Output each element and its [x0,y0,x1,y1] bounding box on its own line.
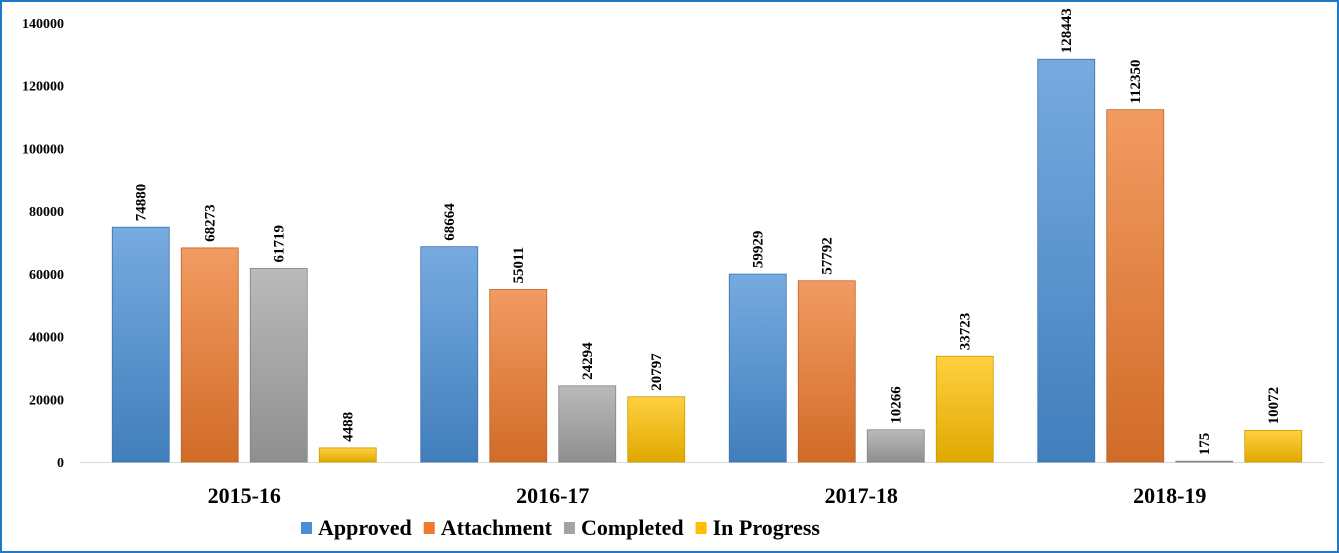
y-tick-label-0: 0 [57,456,64,471]
data-label-completed-2016-17: 24294 [580,342,596,380]
bar-in-progress-2017-18 [935,355,994,463]
y-tick-label-100000: 100000 [22,142,64,157]
bar-approved-2018-19 [1037,58,1096,463]
bar-in-progress-2016-17 [627,396,686,463]
y-tick-label-60000: 60000 [29,268,64,283]
data-label-approved-2017-18: 59929 [751,231,767,269]
bar-attachment-2015-16 [180,247,239,463]
bars [111,58,1303,463]
bar-completed-2017-18 [866,429,925,463]
data-label-in-progress-2017-18: 33723 [958,313,974,351]
data-label-in-progress-2018-19: 10072 [1266,387,1282,425]
legend-swatch-in-progress [695,522,707,534]
y-tick-label-20000: 20000 [29,393,64,408]
bar-attachment-2017-18 [797,280,856,463]
bar-completed-2015-16 [249,268,308,463]
axes: 0 20000 40000 60000 80000 100000 120000 140000 2… [22,17,1324,508]
data-label-completed-2015-16: 61719 [272,225,288,263]
legend-swatch-approved [301,522,312,534]
bar-in-progress-2015-16 [318,447,377,463]
data-label-approved-2016-17: 68664 [442,203,458,241]
bar-in-progress-2018-19 [1244,430,1303,463]
bar-approved-2017-18 [728,273,787,463]
bar-attachment-2016-17 [489,289,548,463]
legend: Approved Attachment Completed In Progress [301,515,820,540]
data-label-attachment-2015-16: 68273 [203,204,219,242]
data-label-completed-2018-19: 175 [1197,433,1213,456]
data-label-approved-2018-19: 128443 [1059,8,1075,53]
data-label-in-progress-2016-17: 20797 [649,353,665,391]
y-tick-label-80000: 80000 [29,205,64,220]
y-tick-label-140000: 140000 [22,17,64,32]
bar-approved-2015-16 [111,226,170,463]
bar-attachment-2018-19 [1106,109,1165,463]
y-tick-label-40000: 40000 [29,331,64,346]
legend-label-completed: Completed [581,515,684,540]
legend-swatch-completed [563,522,575,534]
bar-completed-2016-17 [558,385,617,463]
legend-label-in-progress: In Progress [713,515,821,540]
x-tick-label-2015-16: 2015-16 [208,483,281,508]
data-labels: 74880 68273 61719 4488 68664 55011 24294 20797 5… [134,8,1283,455]
data-label-approved-2015-16: 74880 [134,184,150,222]
bar-approved-2016-17 [420,246,479,463]
legend-label-approved: Approved [318,515,412,540]
x-tick-label-2018-19: 2018-19 [1133,483,1206,508]
data-label-completed-2017-18: 10266 [889,386,905,424]
y-tick-label-120000: 120000 [22,80,64,95]
data-label-in-progress-2015-16: 4488 [341,412,357,442]
data-label-attachment-2017-18: 57792 [820,237,836,275]
bar-completed-2018-19 [1175,460,1234,463]
legend-label-attachment: Attachment [441,515,553,540]
x-tick-label-2016-17: 2016-17 [516,483,589,508]
data-label-attachment-2016-17: 55011 [511,247,527,284]
x-tick-label-2017-18: 2017-18 [825,483,898,508]
data-label-attachment-2018-19: 112350 [1128,60,1144,104]
legend-swatch-attachment [423,522,435,534]
